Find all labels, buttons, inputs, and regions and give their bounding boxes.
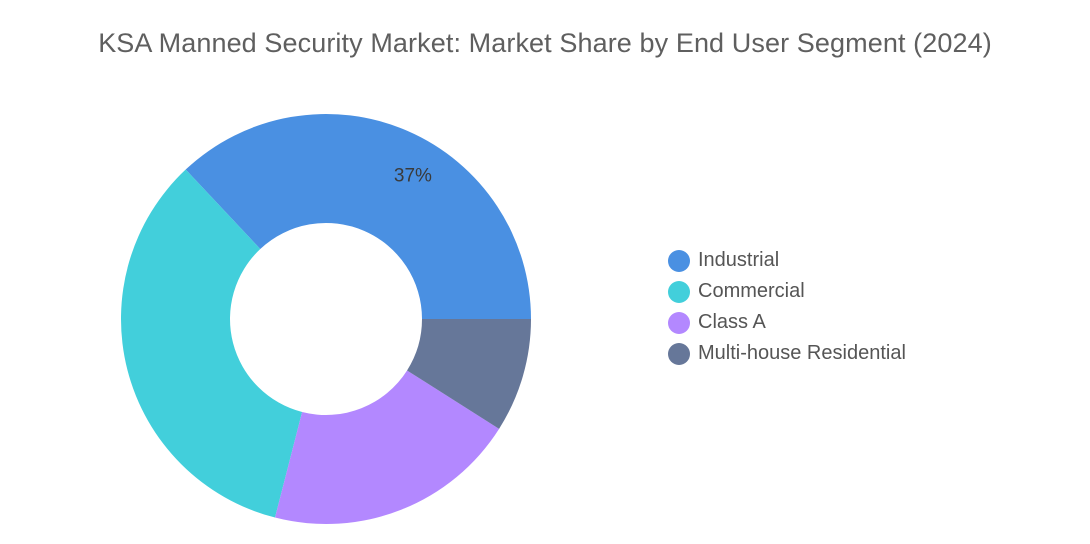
legend-label: Industrial (698, 249, 780, 271)
legend-swatch (668, 311, 690, 334)
legend-item: Commercial (668, 276, 906, 307)
legend-label: Commercial (698, 280, 805, 302)
legend-item: Class A (668, 307, 906, 338)
slice-industrial (185, 114, 531, 319)
legend-label: Multi-house Residential (698, 342, 906, 364)
legend-swatch (668, 342, 690, 365)
slice-commercial (120, 169, 303, 518)
chart-title: KSA Manned Security Market: Market Share… (98, 28, 992, 58)
slice-multi-house-residential (407, 319, 531, 429)
legend-label: Class A (698, 311, 766, 333)
data-label-industrial: 37% (394, 166, 432, 187)
legend-item: Industrial (668, 245, 906, 276)
slice-class-a (275, 370, 500, 524)
legend-item: Multi-house Residential (668, 338, 906, 369)
legend-swatch (668, 249, 690, 272)
chart-legend: Industrial Commercial Class A Multi-house R… (668, 245, 906, 369)
legend-swatch (668, 280, 690, 303)
